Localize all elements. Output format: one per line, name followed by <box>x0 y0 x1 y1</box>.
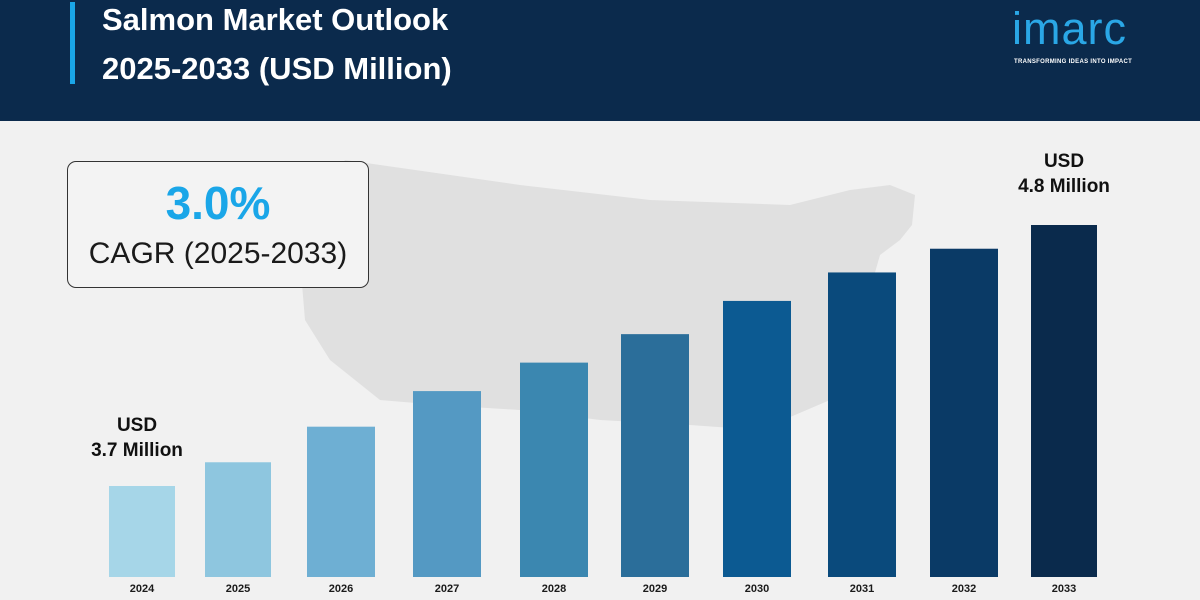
cagr-value: 3.0% <box>165 177 271 229</box>
bar-2026 <box>307 426 375 577</box>
x-tick-2032: 2032 <box>952 583 976 595</box>
chart-title: Salmon Market Outlook 2025-2033 (USD Mil… <box>102 0 452 93</box>
last-bar-label-line1: USD <box>1044 151 1084 172</box>
x-tick-2027: 2027 <box>435 583 459 595</box>
x-tick-2024: 2024 <box>130 583 155 595</box>
cagr-label: CAGR (2025-2033) <box>88 237 348 270</box>
header-banner: Salmon Market Outlook 2025-2033 (USD Mil… <box>0 0 1200 121</box>
bar-2025 <box>205 462 271 577</box>
cagr-callout: 3.0% CAGR (2025-2033) <box>67 161 369 288</box>
imarc-logo: imarc TRANSFORMING IDEAS INTO IMPACT <box>1012 6 1164 72</box>
us-map-silhouette <box>300 160 915 430</box>
x-tick-2031: 2031 <box>850 583 874 595</box>
logo-tagline: TRANSFORMING IDEAS INTO IMPACT <box>1014 59 1133 65</box>
bar-2031 <box>828 272 896 577</box>
logo-wordmark: imarc <box>1012 3 1127 54</box>
title-line-2: 2025-2033 (USD Million) <box>102 51 452 86</box>
x-tick-2029: 2029 <box>643 583 667 595</box>
first-bar-label-line2: 3.7 Million <box>91 440 183 461</box>
x-tick-2025: 2025 <box>226 583 250 595</box>
x-axis-ticks: 2024 2025 2026 2027 2028 2029 2030 2031 2032 2033 <box>130 583 1076 595</box>
title-line-1: Salmon Market Outlook <box>102 2 449 37</box>
first-bar-label-line1: USD <box>117 415 157 436</box>
bar-2032 <box>930 248 998 577</box>
bar-2028 <box>520 362 588 577</box>
bar-group <box>109 225 1097 577</box>
last-bar-label-line2: 4.8 Million <box>1018 176 1110 197</box>
x-tick-2033: 2033 <box>1052 583 1076 595</box>
bar-2027 <box>413 391 481 577</box>
header-accent-bar <box>70 2 75 84</box>
bar-2033 <box>1031 225 1097 577</box>
x-tick-2028: 2028 <box>542 583 566 595</box>
x-tick-2026: 2026 <box>329 583 353 595</box>
bar-2024 <box>109 486 175 577</box>
bar-2029 <box>621 334 689 577</box>
x-tick-2030: 2030 <box>745 583 769 595</box>
bar-2030 <box>723 300 791 577</box>
